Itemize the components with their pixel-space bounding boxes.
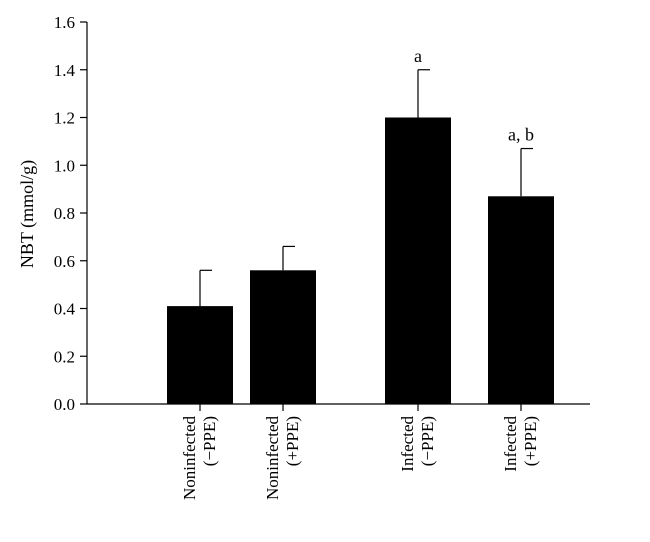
bars xyxy=(167,117,554,404)
bar xyxy=(250,270,316,404)
y-tick-label: 0.6 xyxy=(54,252,75,271)
bar-annotation: a xyxy=(414,46,422,66)
bar xyxy=(385,117,451,404)
x-category-label: Infected xyxy=(398,416,417,472)
y-tick-label: 1.6 xyxy=(54,13,75,32)
bar xyxy=(167,306,233,404)
x-category-label: Noninfected xyxy=(263,416,282,501)
x-category-label: (−PPE) xyxy=(418,416,437,466)
y-tick-label: 0.2 xyxy=(54,347,75,366)
bar xyxy=(488,196,554,404)
y-axis-label: NBT (mmol/g) xyxy=(17,160,38,268)
x-category-label: (−PPE) xyxy=(200,416,219,466)
y-tick-label: 1.0 xyxy=(54,156,75,175)
bar-annotation: a, b xyxy=(508,125,534,145)
x-category-label: Infected xyxy=(501,416,520,472)
y-tick-label: 0.0 xyxy=(54,395,75,414)
y-tick-label: 0.8 xyxy=(54,204,75,223)
error-bars xyxy=(199,69,533,307)
y-tick-label: 1.4 xyxy=(54,61,76,80)
y-tick-label: 1.2 xyxy=(54,109,75,128)
y-tick-label: 0.4 xyxy=(54,300,76,319)
x-category-label: Noninfected xyxy=(180,416,199,501)
x-category-label: (+PPE) xyxy=(283,416,302,466)
x-category-label: (+PPE) xyxy=(521,416,540,466)
